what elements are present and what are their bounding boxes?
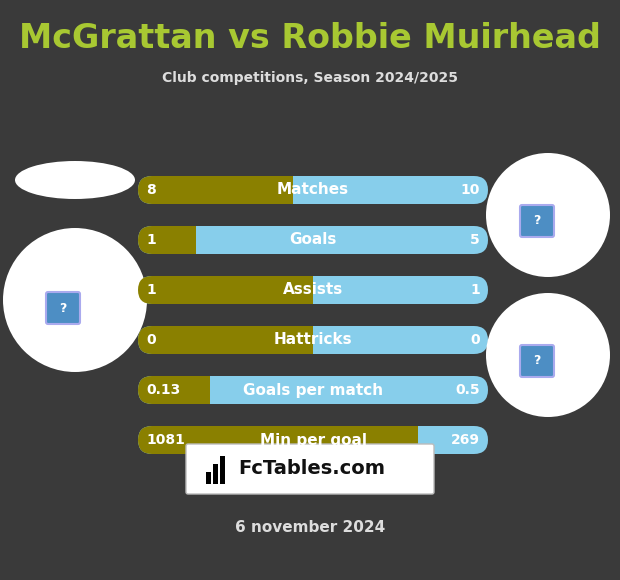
- Bar: [418, 426, 433, 454]
- FancyBboxPatch shape: [138, 176, 308, 204]
- Bar: [293, 176, 308, 204]
- FancyBboxPatch shape: [138, 226, 488, 254]
- Circle shape: [486, 293, 610, 417]
- Text: McGrattan vs Robbie Muirhead: McGrattan vs Robbie Muirhead: [19, 21, 601, 55]
- Text: Matches: Matches: [277, 183, 349, 198]
- FancyBboxPatch shape: [138, 176, 488, 204]
- FancyBboxPatch shape: [138, 376, 224, 404]
- Bar: [213, 464, 218, 484]
- Text: Club competitions, Season 2024/2025: Club competitions, Season 2024/2025: [162, 71, 458, 85]
- FancyBboxPatch shape: [138, 326, 327, 354]
- FancyBboxPatch shape: [520, 345, 554, 377]
- Text: 0: 0: [146, 333, 156, 347]
- Bar: [210, 376, 225, 404]
- FancyBboxPatch shape: [520, 205, 554, 237]
- Ellipse shape: [15, 161, 135, 199]
- Text: 6 november 2024: 6 november 2024: [235, 520, 385, 535]
- Text: 1: 1: [470, 283, 480, 297]
- FancyBboxPatch shape: [186, 444, 434, 494]
- Text: 10: 10: [461, 183, 480, 197]
- FancyBboxPatch shape: [138, 426, 432, 454]
- Text: 1081: 1081: [146, 433, 185, 447]
- Text: 8: 8: [146, 183, 156, 197]
- FancyBboxPatch shape: [138, 276, 488, 304]
- Text: ?: ?: [533, 215, 541, 227]
- Circle shape: [3, 228, 147, 372]
- Text: 1: 1: [146, 283, 156, 297]
- FancyBboxPatch shape: [46, 292, 80, 324]
- Text: Hattricks: Hattricks: [273, 332, 352, 347]
- FancyBboxPatch shape: [138, 376, 488, 404]
- Circle shape: [486, 153, 610, 277]
- Text: ?: ?: [60, 302, 67, 314]
- Bar: [313, 276, 328, 304]
- Text: Min per goal: Min per goal: [260, 433, 366, 448]
- FancyBboxPatch shape: [138, 426, 488, 454]
- FancyBboxPatch shape: [138, 326, 488, 354]
- Bar: [220, 456, 225, 484]
- Text: FcTables.com: FcTables.com: [238, 459, 385, 478]
- FancyBboxPatch shape: [138, 226, 210, 254]
- Text: Goals per match: Goals per match: [243, 382, 383, 397]
- Text: 269: 269: [451, 433, 480, 447]
- FancyBboxPatch shape: [138, 276, 327, 304]
- Text: 0.5: 0.5: [455, 383, 480, 397]
- Text: ?: ?: [533, 354, 541, 368]
- Text: Assists: Assists: [283, 282, 343, 298]
- Text: 0: 0: [471, 333, 480, 347]
- Bar: [313, 326, 328, 354]
- Bar: [197, 226, 211, 254]
- Text: 0.13: 0.13: [146, 383, 180, 397]
- Text: Goals: Goals: [290, 233, 337, 248]
- Text: 1: 1: [146, 233, 156, 247]
- Bar: [206, 472, 211, 484]
- Text: 5: 5: [470, 233, 480, 247]
